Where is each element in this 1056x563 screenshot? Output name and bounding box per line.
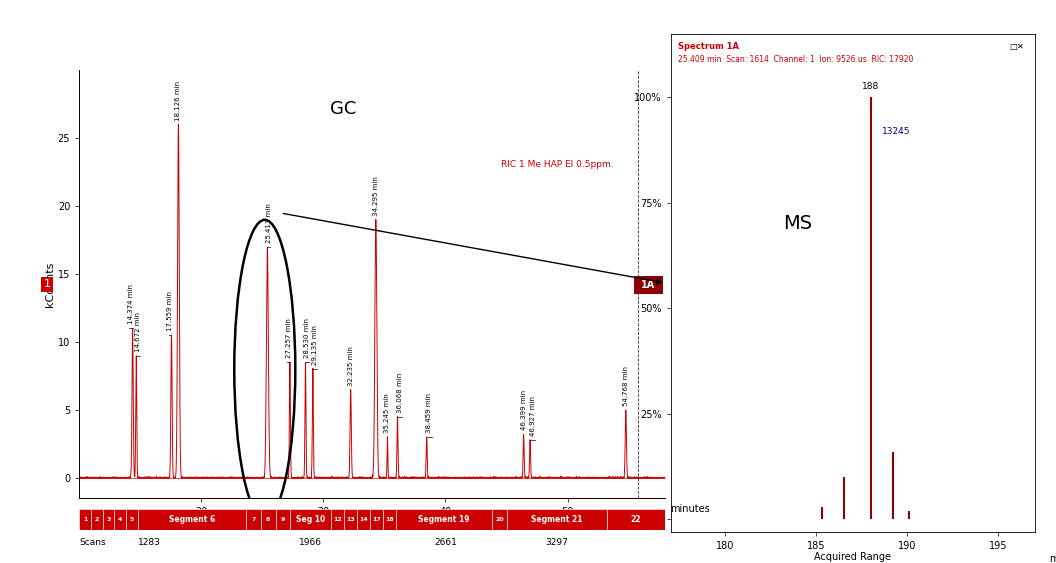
Text: 28.530 min: 28.530 min [304, 318, 310, 358]
Text: 13245: 13245 [882, 127, 910, 136]
Text: 46.927 min: 46.927 min [529, 396, 535, 436]
Bar [290, 509, 332, 530]
Bar [370, 509, 382, 530]
Text: Seg 10: Seg 10 [296, 515, 325, 524]
Bar [332, 509, 344, 530]
Text: 14.672 min: 14.672 min [135, 311, 142, 351]
Bar [382, 509, 396, 530]
Bar [261, 509, 276, 530]
Bar [606, 509, 665, 530]
Text: 9: 9 [281, 517, 285, 522]
Text: 20: 20 [495, 517, 504, 522]
Bar [79, 509, 91, 530]
Text: m/z: m/z [1050, 555, 1056, 563]
Text: 36.068 min: 36.068 min [397, 373, 403, 413]
Text: 17.559 min: 17.559 min [167, 291, 173, 331]
Text: 18.126 min: 18.126 min [175, 81, 182, 120]
Text: 46.399 min: 46.399 min [521, 390, 527, 430]
Text: Segment 6: Segment 6 [169, 515, 215, 524]
Text: 12: 12 [334, 517, 342, 522]
Text: 17: 17 [372, 517, 381, 522]
Text: 34.295 min: 34.295 min [373, 176, 379, 216]
Y-axis label: kCounts: kCounts [45, 262, 55, 307]
Text: 8: 8 [266, 517, 270, 522]
Text: 14.374 min: 14.374 min [128, 284, 134, 324]
Text: □✕: □✕ [1010, 42, 1024, 51]
Bar [492, 509, 507, 530]
Text: 188: 188 [863, 82, 880, 91]
Text: 29.135 min: 29.135 min [312, 325, 318, 365]
Text: 25.411 min: 25.411 min [266, 203, 271, 243]
Text: RIC 1 Me HAP EI 0.5ppm.: RIC 1 Me HAP EI 0.5ppm. [502, 160, 614, 169]
Text: 32.235 min: 32.235 min [347, 346, 354, 386]
Bar [114, 509, 126, 530]
Text: 22: 22 [630, 515, 641, 524]
Bar [102, 509, 114, 530]
Text: 54.768 min: 54.768 min [623, 366, 628, 406]
Text: 2661: 2661 [434, 538, 457, 547]
Text: 3: 3 [107, 517, 111, 522]
Text: Segment 21: Segment 21 [531, 515, 583, 524]
Text: minutes: minutes [671, 504, 711, 514]
Bar [396, 509, 492, 530]
X-axis label: Acquired Range: Acquired Range [814, 552, 891, 562]
Text: 27.257 min: 27.257 min [286, 319, 291, 358]
Text: 7: 7 [251, 517, 256, 522]
Text: Spectrum 1A: Spectrum 1A [678, 42, 739, 51]
Bar [126, 509, 137, 530]
Text: MS: MS [784, 213, 813, 233]
Bar [276, 509, 290, 530]
Text: 1: 1 [43, 279, 51, 289]
Text: 1283: 1283 [138, 538, 161, 547]
Text: 35.245 min: 35.245 min [384, 394, 391, 433]
Text: 38.459 min: 38.459 min [427, 393, 432, 433]
Text: 14: 14 [359, 517, 367, 522]
Bar [137, 509, 246, 530]
Text: Segment 19: Segment 19 [418, 515, 470, 524]
Text: 13: 13 [346, 517, 355, 522]
Text: 5: 5 [130, 517, 134, 522]
Text: 18: 18 [384, 517, 394, 522]
Text: Scans: Scans [79, 538, 106, 547]
Bar [507, 509, 606, 530]
Bar [357, 509, 370, 530]
Bar [91, 509, 102, 530]
Text: 1: 1 [82, 517, 88, 522]
Text: 1A: 1A [641, 280, 656, 290]
Text: 3297: 3297 [545, 538, 568, 547]
Text: GC: GC [329, 100, 356, 118]
Text: 1966: 1966 [299, 538, 322, 547]
Text: 4: 4 [118, 517, 122, 522]
Text: 2: 2 [95, 517, 99, 522]
Bar [344, 509, 357, 530]
Text: 25.409 min  Scan: 1614  Channel: 1  Ion: 9526 us  RIC: 17920: 25.409 min Scan: 1614 Channel: 1 Ion: 95… [678, 55, 913, 64]
Bar [246, 509, 261, 530]
